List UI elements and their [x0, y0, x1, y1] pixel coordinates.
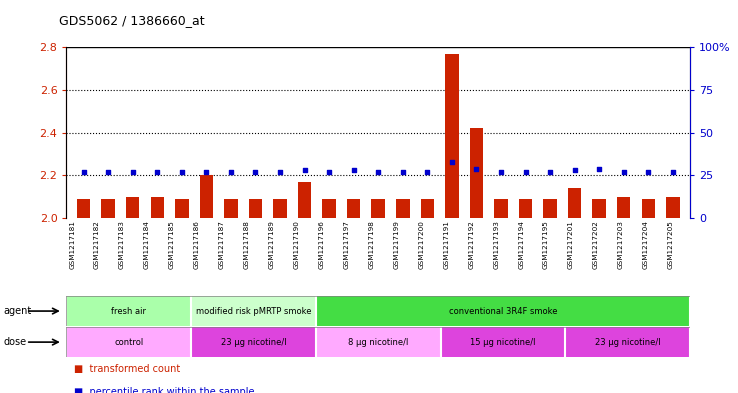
Point	[544, 169, 556, 175]
Text: GSM1217186: GSM1217186	[194, 220, 200, 269]
Bar	[469, 129, 483, 218]
Text: dose: dose	[4, 337, 27, 347]
Text: GSM1217187: GSM1217187	[218, 220, 225, 269]
Bar	[593, 199, 606, 218]
Point	[77, 169, 89, 175]
Text: ■  transformed count: ■ transformed count	[74, 364, 180, 374]
Point	[593, 165, 605, 172]
Bar	[519, 199, 532, 218]
Point	[201, 169, 213, 175]
Text: fresh air: fresh air	[111, 307, 146, 316]
Text: GSM1217197: GSM1217197	[343, 220, 350, 269]
Bar	[445, 53, 458, 218]
Bar	[126, 197, 139, 218]
Text: agent: agent	[4, 306, 32, 316]
Point	[103, 169, 114, 175]
Text: GSM1217198: GSM1217198	[368, 220, 374, 269]
Bar	[298, 182, 311, 218]
Text: GSM1217196: GSM1217196	[319, 220, 325, 269]
Text: GSM1217193: GSM1217193	[493, 220, 499, 269]
Point	[299, 167, 311, 173]
Point	[348, 167, 359, 173]
Text: GSM1217192: GSM1217192	[468, 220, 475, 269]
Bar	[151, 197, 164, 218]
Bar	[66, 327, 191, 357]
Point	[569, 167, 581, 173]
Point	[520, 169, 531, 175]
Text: 15 μg nicotine/l: 15 μg nicotine/l	[470, 338, 536, 347]
Text: GSM1217203: GSM1217203	[618, 220, 624, 269]
Bar	[494, 199, 508, 218]
Point	[225, 169, 237, 175]
Bar	[191, 327, 316, 357]
Text: GSM1217184: GSM1217184	[144, 220, 150, 269]
Text: GSM1217200: GSM1217200	[418, 220, 424, 269]
Point	[642, 169, 654, 175]
Bar	[543, 199, 557, 218]
Bar	[273, 199, 287, 218]
Bar	[224, 199, 238, 218]
Text: GSM1217185: GSM1217185	[169, 220, 175, 269]
Text: GSM1217188: GSM1217188	[244, 220, 249, 269]
Point	[323, 169, 335, 175]
Bar	[101, 199, 115, 218]
Bar	[421, 199, 434, 218]
Bar	[396, 199, 410, 218]
Point	[176, 169, 187, 175]
Text: control: control	[114, 338, 143, 347]
Point	[618, 169, 630, 175]
Point	[471, 165, 483, 172]
Text: 8 μg nicotine/l: 8 μg nicotine/l	[348, 338, 408, 347]
Point	[127, 169, 139, 175]
Text: ■  percentile rank within the sample: ■ percentile rank within the sample	[74, 387, 255, 393]
Text: GSM1217204: GSM1217204	[643, 220, 649, 269]
Text: GSM1217205: GSM1217205	[668, 220, 674, 269]
Text: modified risk pMRTP smoke: modified risk pMRTP smoke	[196, 307, 311, 316]
Text: GSM1217181: GSM1217181	[69, 220, 75, 269]
Text: GSM1217194: GSM1217194	[518, 220, 524, 269]
Point	[421, 169, 433, 175]
Text: GSM1217190: GSM1217190	[294, 220, 300, 269]
Bar	[371, 199, 385, 218]
Point	[446, 158, 458, 165]
Bar	[199, 175, 213, 218]
Text: GDS5062 / 1386660_at: GDS5062 / 1386660_at	[59, 15, 204, 28]
Bar	[175, 199, 189, 218]
Bar	[347, 199, 360, 218]
Bar	[77, 199, 90, 218]
Point	[397, 169, 409, 175]
Point	[373, 169, 384, 175]
Text: GSM1217201: GSM1217201	[568, 220, 574, 269]
Bar	[323, 199, 336, 218]
Bar	[441, 327, 565, 357]
Text: GSM1217182: GSM1217182	[94, 220, 100, 269]
Text: conventional 3R4F smoke: conventional 3R4F smoke	[449, 307, 557, 316]
Text: GSM1217191: GSM1217191	[444, 220, 449, 269]
Text: 23 μg nicotine/l: 23 μg nicotine/l	[221, 338, 286, 347]
Bar	[316, 296, 690, 326]
Bar	[191, 296, 316, 326]
Point	[274, 169, 286, 175]
Text: GSM1217195: GSM1217195	[543, 220, 549, 269]
Bar	[249, 199, 262, 218]
Bar	[568, 188, 582, 218]
Bar	[666, 197, 680, 218]
Text: GSM1217199: GSM1217199	[393, 220, 399, 269]
Point	[151, 169, 163, 175]
Point	[495, 169, 507, 175]
Bar	[316, 327, 441, 357]
Bar	[641, 199, 655, 218]
Bar	[617, 197, 630, 218]
Point	[249, 169, 261, 175]
Bar	[565, 327, 690, 357]
Text: 23 μg nicotine/l: 23 μg nicotine/l	[595, 338, 661, 347]
Text: GSM1217202: GSM1217202	[593, 220, 599, 269]
Text: GSM1217183: GSM1217183	[119, 220, 125, 269]
Text: GSM1217189: GSM1217189	[269, 220, 275, 269]
Bar	[66, 296, 191, 326]
Point	[667, 169, 679, 175]
